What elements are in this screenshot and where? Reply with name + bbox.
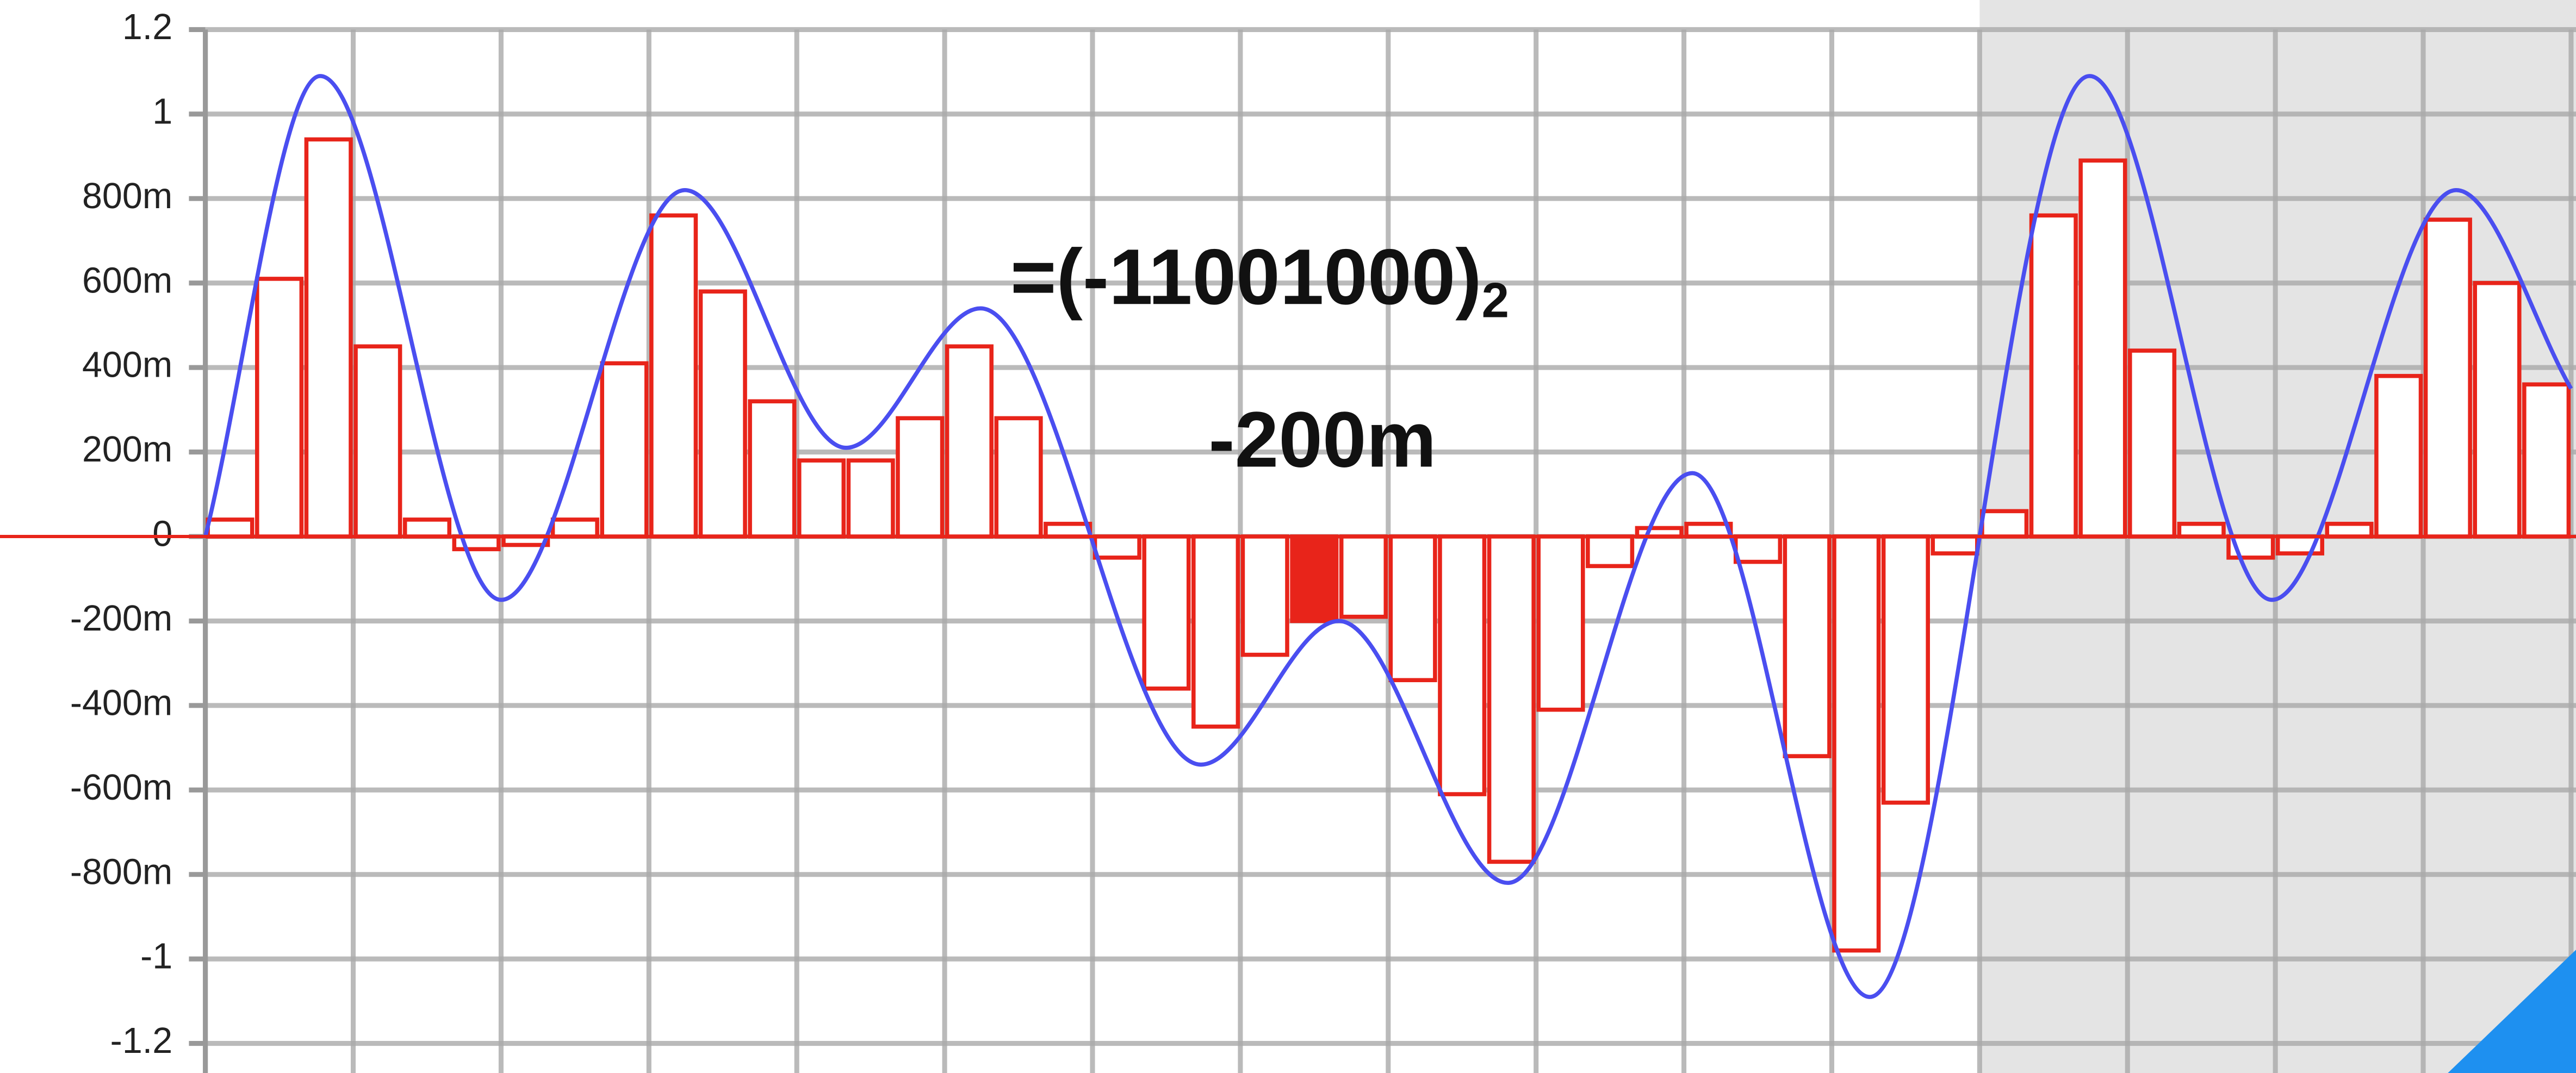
- y-tick-label: 600m: [82, 260, 172, 301]
- binary-text: =(-11001000): [1010, 233, 1482, 321]
- marks: [0, 74, 2576, 999]
- y-tick-label: 0: [152, 514, 172, 554]
- y-tick-label: 1.2: [122, 7, 172, 47]
- bar: [255, 277, 304, 539]
- value-annotation: -200m: [1208, 395, 1436, 483]
- y-tick-label: -800m: [70, 852, 172, 892]
- bar: [2374, 373, 2423, 539]
- bar: [1586, 534, 1635, 569]
- bar: [1487, 534, 1536, 864]
- bar: [2423, 217, 2472, 539]
- bar: [1093, 534, 1141, 560]
- bar: [1191, 534, 1240, 729]
- y-tick-label: 1: [152, 91, 172, 132]
- bar: [2128, 348, 2177, 539]
- bar: [649, 213, 698, 539]
- binary-base: 2: [1482, 273, 1509, 328]
- bar: [600, 361, 649, 539]
- y-tick-label: 800m: [82, 176, 172, 216]
- bar: [402, 517, 452, 539]
- bar: [1142, 534, 1191, 691]
- bar: [1438, 534, 1487, 796]
- binary-annotation: =(-11001000)2: [1010, 233, 1509, 328]
- bar: [2325, 521, 2374, 539]
- y-tick-label: -200m: [70, 598, 172, 639]
- bar: [1290, 534, 1339, 623]
- bar: [1388, 534, 1437, 683]
- bar: [1044, 521, 1093, 539]
- bar: [1931, 534, 1979, 556]
- bar: [2522, 382, 2571, 539]
- bar: [1733, 534, 1783, 564]
- y-tick-label: -1: [140, 937, 172, 977]
- bar: [1783, 534, 1832, 758]
- bar: [1980, 509, 2029, 539]
- bar: [896, 416, 945, 539]
- bar: [2473, 280, 2522, 539]
- y-tick-label: -400m: [70, 683, 172, 723]
- bar: [1684, 521, 1733, 539]
- bar: [2078, 158, 2127, 539]
- bar: [994, 416, 1043, 539]
- bar: [304, 137, 353, 539]
- bar: [353, 344, 402, 539]
- signal-line: [203, 74, 2573, 999]
- bar: [2029, 213, 2078, 539]
- bar: [846, 458, 895, 539]
- bar: [2177, 521, 2226, 539]
- bar: [698, 289, 747, 539]
- y-tick-label: 200m: [82, 429, 172, 470]
- bar: [748, 399, 797, 539]
- bar: [1536, 534, 1585, 712]
- bar: [550, 517, 599, 539]
- y-tick-label: -600m: [70, 768, 172, 808]
- bar: [1881, 534, 1930, 805]
- bar: [797, 458, 846, 539]
- bar: [1240, 534, 1289, 657]
- bar: [945, 344, 994, 539]
- y-tick-label: -1.2: [110, 1021, 173, 1061]
- bar: [1832, 534, 1881, 953]
- bar: [1339, 534, 1388, 619]
- y-tick-label: 400m: [82, 345, 172, 385]
- bar: [206, 517, 255, 539]
